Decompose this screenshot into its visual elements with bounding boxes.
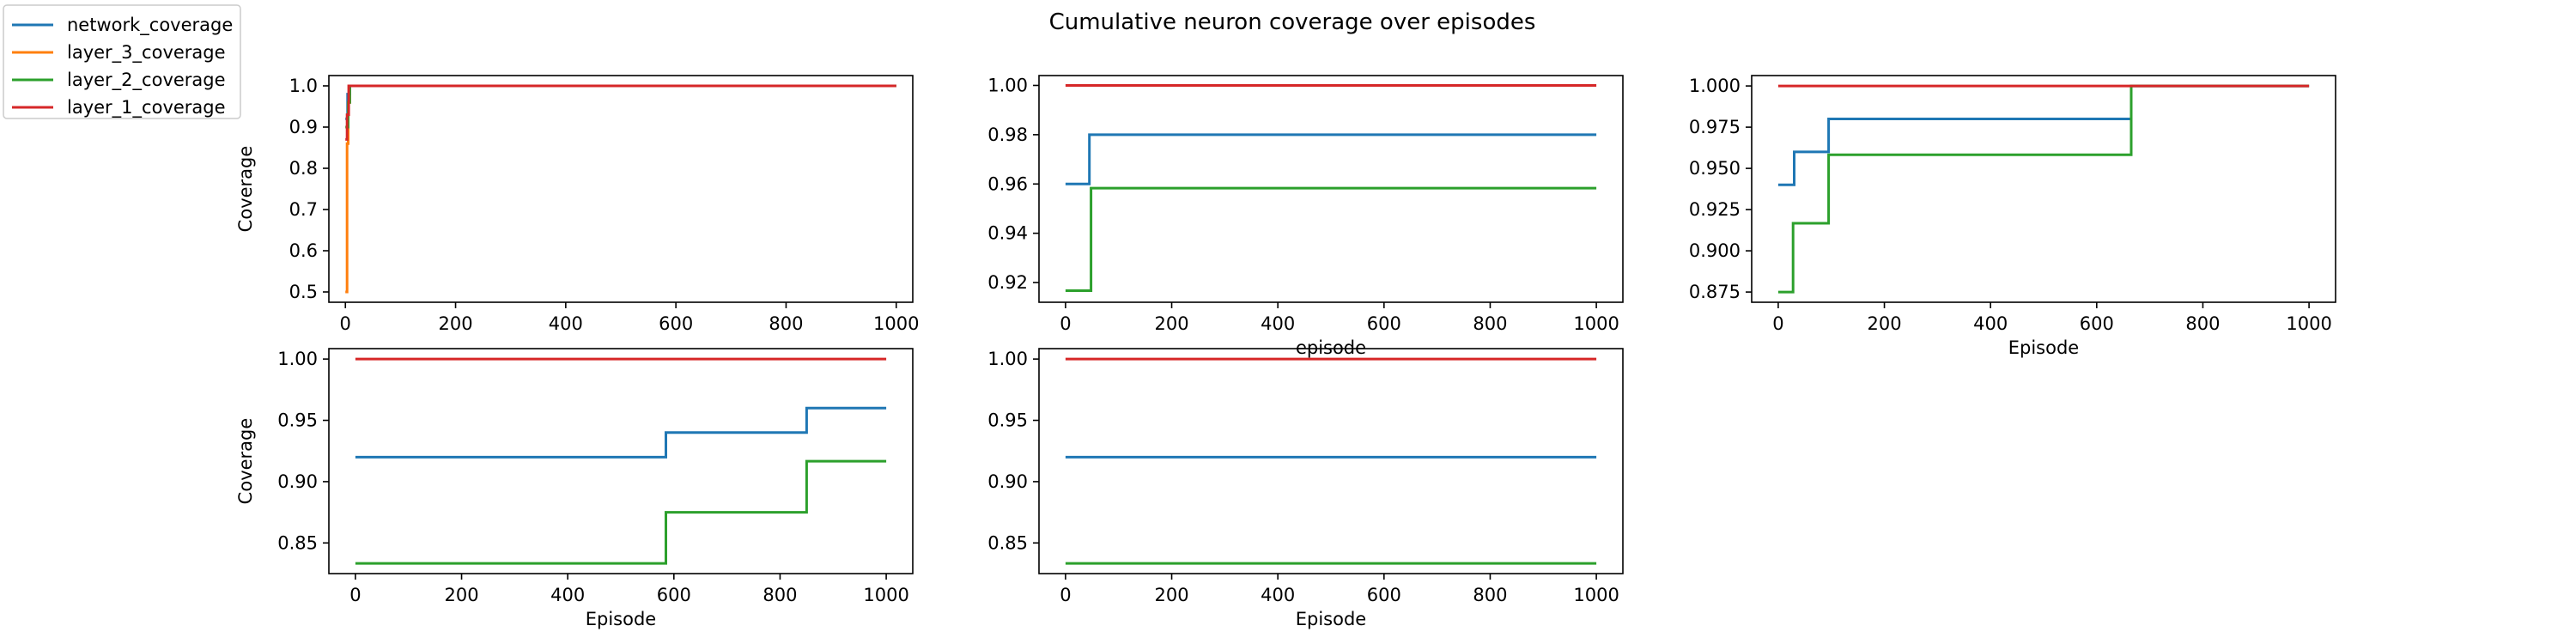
x-tick-label: 0 [1772, 313, 1783, 334]
x-tick-label: 600 [2080, 313, 2114, 334]
subplot-2: 0 200 400 600 800 1000 0.92 0.94 0.96 0.98 1.00 epi… [987, 75, 1624, 358]
axes-frame [328, 75, 914, 303]
y-tick-label: 0.875 [1689, 282, 1741, 302]
y-tick-label: 0.90 [987, 471, 1028, 492]
series-line-layer_1_coverage [345, 84, 896, 141]
y-tick-label: 1.00 [987, 75, 1028, 95]
x-axis-label: episode [1296, 337, 1366, 358]
x-tick-label: 400 [550, 585, 585, 605]
x-tick-label: 800 [762, 585, 797, 605]
y-tick-label: 0.7 [289, 199, 318, 220]
y-tick-label: 0.94 [987, 223, 1028, 244]
x-tick-label: 200 [444, 585, 478, 605]
legend: network_coverage layer_3_coverage layer_2_… [3, 4, 241, 119]
x-tick-label: 400 [1973, 313, 2008, 334]
series-line-network_coverage [1065, 133, 1597, 185]
series-group [1065, 357, 1597, 565]
x-tick-label: 200 [1867, 313, 1901, 334]
y-tick-label: 0.95 [277, 410, 318, 431]
x-tick-label: 1000 [1573, 585, 1619, 605]
y-tick-label: 1.00 [277, 349, 318, 369]
series-line-layer_3_coverage [345, 84, 896, 294]
series-line-layer_2_coverage [1777, 84, 2310, 294]
y-tick-label: 0.85 [277, 532, 318, 553]
x-tick-label: 1000 [873, 313, 919, 334]
legend-label: layer_3_coverage [67, 42, 226, 64]
x-axis-label: Episode [1296, 609, 1366, 629]
y-tick-label: 0.925 [1689, 199, 1741, 220]
x-tick-label: 600 [1367, 585, 1401, 605]
x-tick-label: 600 [657, 585, 691, 605]
subplot-4: 0 200 400 600 800 1000 0.85 0.90 0.95 1.00 Episode… [235, 348, 914, 629]
series-line-network_coverage [345, 84, 896, 120]
axes-frame [1038, 75, 1624, 303]
x-tick-label: 800 [1473, 313, 1507, 334]
y-tick-label: 0.8 [289, 158, 318, 179]
y-tick-label: 1.000 [1689, 76, 1741, 96]
x-tick-label: 0 [1060, 313, 1071, 334]
subplots: 0 200 400 600 800 1000 0.5 0.6 0.7 0.8 0.9 1.0 Cover… [235, 75, 2336, 629]
y-tick-label: 0.5 [289, 282, 318, 302]
y-tick-label: 0.6 [289, 240, 318, 261]
x-tick-label: 800 [769, 313, 803, 334]
subplot-5: 0 200 400 600 800 1000 0.85 0.90 0.95 1.00 Episode [987, 348, 1624, 629]
series-line-layer_2_coverage [1065, 186, 1597, 292]
y-tick-label: 0.92 [987, 272, 1028, 293]
y-tick-label: 1.00 [987, 349, 1028, 369]
x-axis-label: Episode [2008, 337, 2079, 358]
y-tick-label: 0.96 [987, 173, 1028, 194]
series-line-layer_2_coverage [355, 459, 887, 565]
y-tick-label: 0.98 [987, 125, 1028, 145]
x-tick-label: 200 [439, 313, 473, 334]
x-tick-label: 0 [340, 313, 351, 334]
axes-frame [1751, 75, 2336, 303]
series-line-layer_2_coverage [345, 84, 896, 129]
y-tick-label: 0.85 [987, 532, 1028, 553]
y-tick-label: 0.95 [987, 410, 1028, 431]
y-tick-label: 0.900 [1689, 240, 1741, 261]
subplot-3: 0 200 400 600 800 1000 0.875 0.900 0.925 0.950 0.9… [1689, 75, 2336, 358]
legend-label: layer_2_coverage [67, 70, 226, 91]
x-tick-label: 1000 [2286, 313, 2331, 334]
series-group [355, 357, 887, 565]
x-tick-label: 600 [659, 313, 693, 334]
x-tick-label: 600 [1367, 313, 1401, 334]
x-tick-label: 0 [349, 585, 361, 605]
y-tick-label: 0.950 [1689, 158, 1741, 179]
x-tick-label: 0 [1060, 585, 1071, 605]
x-tick-label: 400 [1261, 313, 1295, 334]
axes-frame [1038, 348, 1624, 574]
x-tick-label: 800 [1473, 585, 1507, 605]
y-tick-label: 0.975 [1689, 117, 1741, 137]
x-tick-label: 1000 [863, 585, 908, 605]
series-group [345, 84, 896, 294]
series-group [1777, 84, 2310, 294]
series-group [1065, 84, 1597, 292]
y-tick-label: 1.0 [289, 76, 318, 96]
legend-label: layer_1_coverage [67, 97, 226, 118]
x-tick-label: 1000 [1573, 313, 1619, 334]
series-line-network_coverage [355, 406, 887, 459]
x-tick-label: 200 [1154, 585, 1188, 605]
series-line-network_coverage [1777, 84, 2310, 186]
x-tick-label: 200 [1154, 313, 1188, 334]
y-axis-label: Coverage [235, 146, 256, 233]
figure-title: Cumulative neuron coverage over episodes [1049, 9, 1536, 35]
legend-box [3, 4, 241, 119]
x-tick-label: 400 [549, 313, 583, 334]
x-tick-label: 800 [2185, 313, 2220, 334]
x-axis-label: Episode [586, 609, 656, 629]
y-tick-label: 0.9 [289, 117, 318, 137]
subplot-1: 0 200 400 600 800 1000 0.5 0.6 0.7 0.8 0.9 1.0 Cover… [235, 75, 919, 334]
x-tick-label: 400 [1261, 585, 1295, 605]
y-tick-label: 0.90 [277, 471, 318, 492]
y-axis-label: Coverage [235, 418, 256, 505]
legend-label: network_coverage [67, 15, 233, 36]
axes-frame [328, 348, 914, 574]
